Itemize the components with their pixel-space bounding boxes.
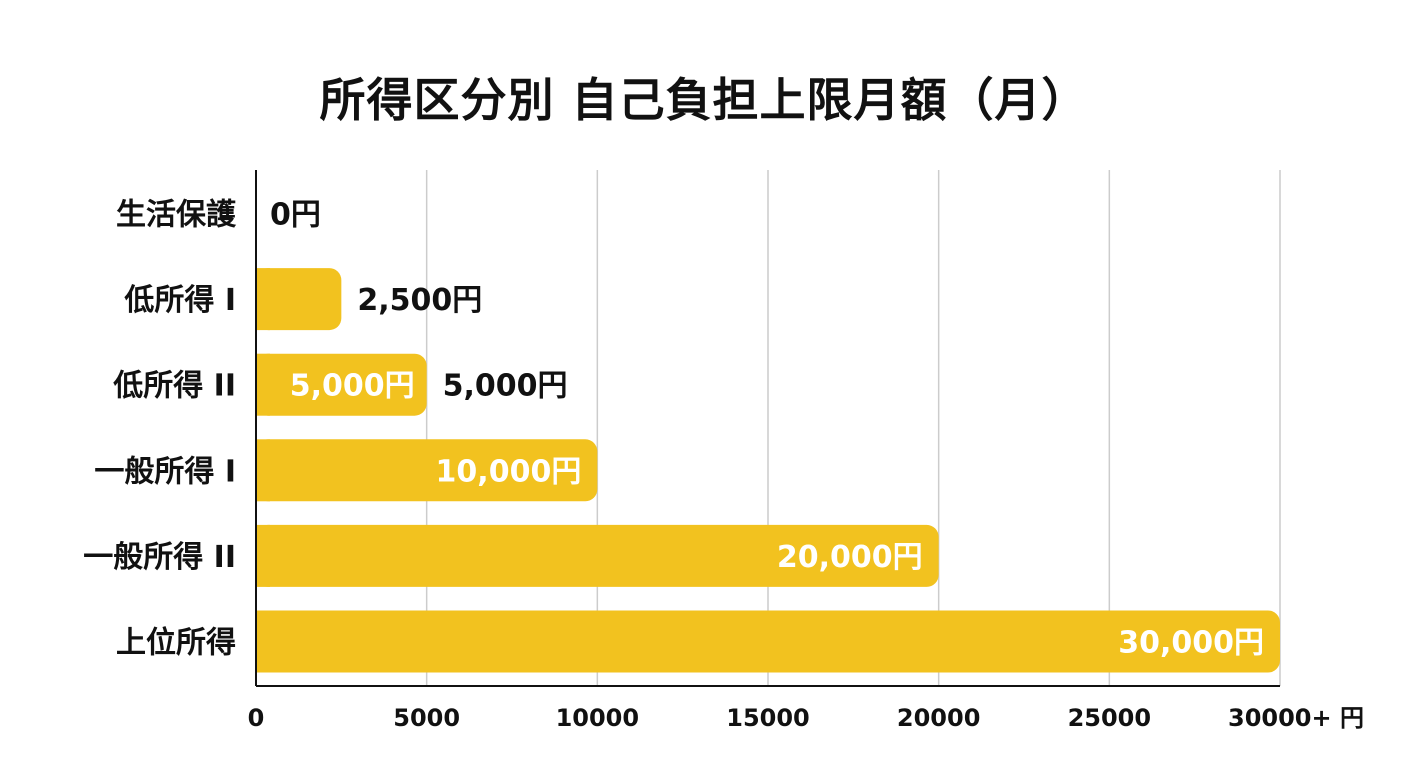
value-label: 10,000円 <box>436 454 582 489</box>
category-label: 上位所得 <box>116 626 236 661</box>
bar-edge <box>256 268 270 331</box>
category-label: 低所得 II <box>112 369 236 404</box>
bar-edge <box>256 524 270 587</box>
x-tick-label: 0 <box>248 704 265 732</box>
bar-edge <box>256 610 270 673</box>
value-label: 2,500円 <box>357 283 482 318</box>
category-label: 一般所得 II <box>83 540 236 575</box>
category-label: 低所得 I <box>123 283 236 318</box>
x-tick-label: 10000 <box>556 704 640 732</box>
axis-layer: 0 5000 10000 15000 20000 25000 30000+ 円 <box>248 170 1364 732</box>
bar <box>256 524 939 587</box>
value-label-outside: 5,000円 <box>443 369 568 404</box>
category-label: 一般所得 I <box>94 454 236 489</box>
bar <box>256 353 427 416</box>
x-tick-label: 20000 <box>897 704 981 732</box>
bar-edge <box>256 353 270 416</box>
bar <box>256 610 1280 673</box>
chart-title: 所得区分別 自己負担上限月額（月） <box>319 73 1089 127</box>
value-label: 0円 <box>270 198 321 233</box>
bar <box>256 268 342 331</box>
grid-layer <box>425 170 1281 686</box>
bar-layer <box>256 268 1280 673</box>
value-label: 30,000円 <box>1118 626 1264 661</box>
category-label: 生活保護 <box>116 198 237 233</box>
bar-edge <box>256 439 270 502</box>
x-tick-label: 30000+ 円 <box>1228 704 1364 732</box>
x-tick-label: 15000 <box>726 704 810 732</box>
value-label: 5,000円 <box>290 369 415 404</box>
bar <box>256 439 598 502</box>
x-tick-label: 25000 <box>1068 704 1152 732</box>
value-label: 20,000円 <box>777 540 923 575</box>
x-tick-label: 5000 <box>393 704 460 732</box>
